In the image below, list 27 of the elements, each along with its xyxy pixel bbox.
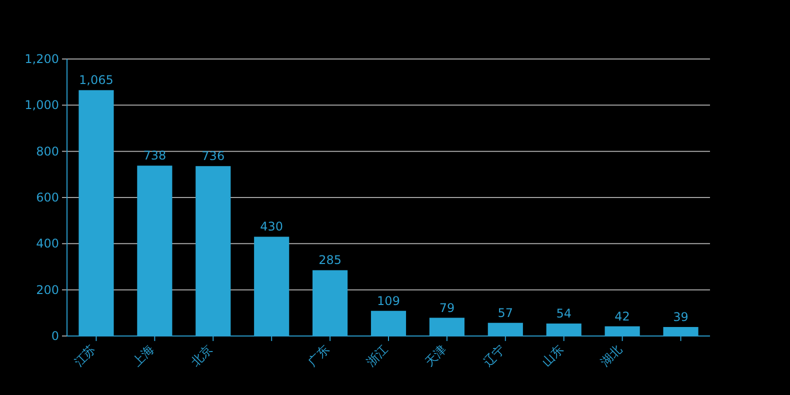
y-tick-label: 200	[36, 282, 59, 297]
x-tick-label: 上海	[130, 342, 157, 370]
data-label: 109	[377, 294, 400, 308]
y-tick-label: 800	[36, 144, 59, 158]
x-tick-label: 浙江	[364, 342, 391, 370]
y-tick-label: 1,200	[24, 52, 59, 66]
data-label: 430	[260, 220, 284, 234]
y-tick-label: 400	[36, 236, 59, 251]
data-label: 738	[143, 148, 166, 163]
y-tick-label: 1,000	[24, 98, 59, 112]
x-tick-label: 湖北	[598, 342, 624, 370]
y-tick-label: 600	[36, 190, 59, 204]
data-label: 42	[614, 309, 630, 324]
x-tick-label: 天津	[422, 342, 450, 370]
data-label: 39	[673, 310, 688, 324]
x-tick-label: 广东	[305, 342, 332, 370]
x-tick-label: 辽宁	[480, 342, 508, 370]
x-tick-label: 江苏	[71, 342, 98, 370]
data-label: 736	[202, 149, 225, 164]
y-tick-label: 0	[51, 329, 59, 343]
data-label: 79	[439, 300, 455, 315]
data-label: 54	[556, 306, 572, 321]
data-label: 285	[318, 253, 342, 268]
data-label: 57	[498, 306, 514, 320]
x-tick-label: 山东	[539, 342, 566, 370]
data-label: 1,065	[79, 73, 114, 88]
x-tick-label: 北京	[188, 342, 216, 370]
